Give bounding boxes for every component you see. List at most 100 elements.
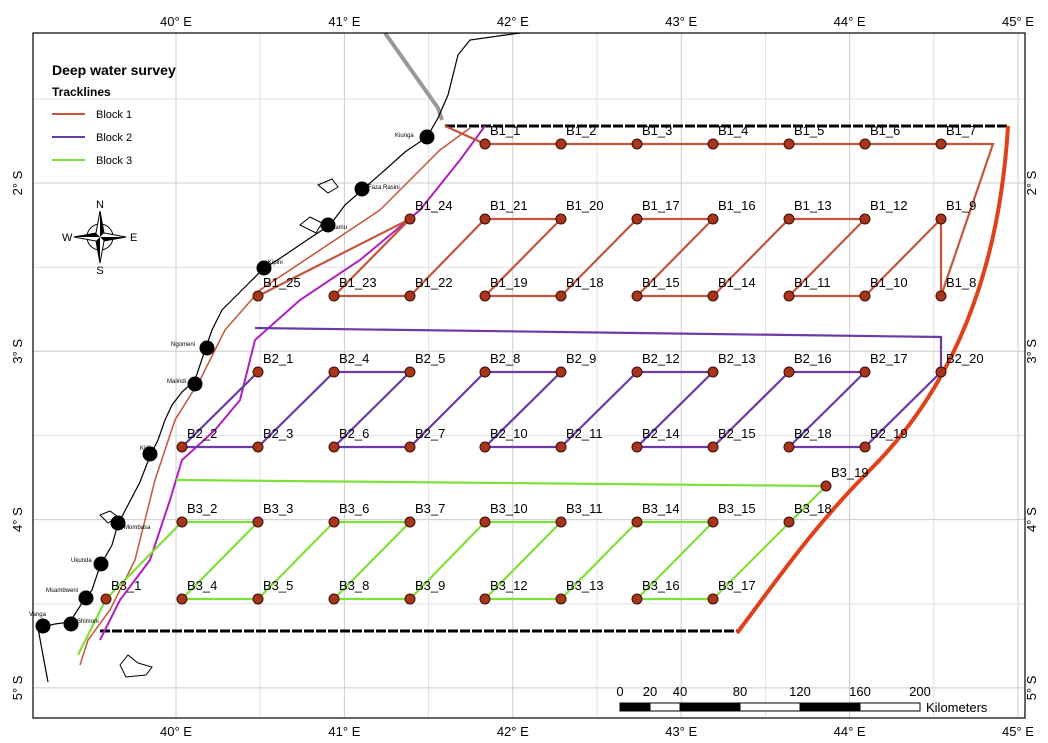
station-label: B3_1 xyxy=(111,578,141,593)
scale-segment xyxy=(859,702,921,712)
town xyxy=(187,376,203,392)
station-label: B3_8 xyxy=(339,578,369,593)
station-label: B1_21 xyxy=(490,198,528,213)
station xyxy=(555,441,567,453)
town-label: Kilifi xyxy=(140,446,151,452)
station-label: B3_3 xyxy=(263,501,293,516)
station xyxy=(555,213,567,225)
station-label: B3_16 xyxy=(642,578,680,593)
station-label: B3_2 xyxy=(187,501,217,516)
lat-label-left: 2° S xyxy=(10,170,25,195)
station-label: B1_1 xyxy=(490,123,520,138)
station-label: B2_10 xyxy=(490,426,528,441)
trackline xyxy=(179,326,943,449)
town xyxy=(35,618,51,634)
station xyxy=(176,593,188,605)
town-label: Kipini xyxy=(268,260,283,266)
station xyxy=(707,138,719,150)
station xyxy=(859,290,871,302)
axis-labels: 40° E 40° E 41° E 41° E 42° E 42° E 43° E 43° E… xyxy=(10,14,1039,739)
station-label: B1_16 xyxy=(718,198,756,213)
compass-star-w xyxy=(74,233,100,237)
compass-s: S xyxy=(96,265,103,277)
station xyxy=(555,138,567,150)
station xyxy=(404,290,416,302)
station-label: B2_19 xyxy=(870,426,908,441)
station-label: B2_9 xyxy=(566,351,596,366)
lon-label-bottom: 40° E xyxy=(160,724,192,739)
station xyxy=(479,213,491,225)
lon-label-bottom: 44° E xyxy=(834,724,866,739)
station xyxy=(252,441,264,453)
station xyxy=(479,366,491,378)
legend-title: Tracklines xyxy=(52,85,111,99)
station-label: B3_17 xyxy=(718,578,756,593)
lon-label-top: 41° E xyxy=(328,14,360,29)
station-label: B3_14 xyxy=(642,501,680,516)
station-label: B1_14 xyxy=(718,275,756,290)
station xyxy=(404,516,416,528)
scale-segment xyxy=(739,702,801,712)
station-label: B3_19 xyxy=(831,465,869,480)
station xyxy=(820,480,832,492)
compass-w: W xyxy=(62,232,73,244)
station xyxy=(631,441,643,453)
station xyxy=(859,138,871,150)
scale-segment xyxy=(679,702,741,712)
station xyxy=(631,138,643,150)
map-title: Deep water survey xyxy=(52,62,176,78)
town xyxy=(199,340,215,356)
station xyxy=(935,138,947,150)
lat-label-right: 3° S xyxy=(1024,339,1039,364)
scale-label: 120 xyxy=(789,684,811,699)
town xyxy=(354,181,370,197)
station xyxy=(631,366,643,378)
graticule xyxy=(33,33,1025,718)
compass-star-n xyxy=(100,211,104,237)
station-label: B2_11 xyxy=(566,426,603,441)
lon-label-bottom: 45° E xyxy=(1002,724,1034,739)
station-label: B1_6 xyxy=(870,123,900,138)
station xyxy=(555,366,567,378)
lon-label-bottom: 43° E xyxy=(665,724,697,739)
legend-label: Block 2 xyxy=(96,132,132,144)
scale-unit: Kilometers xyxy=(926,700,988,715)
lon-label-top: 43° E xyxy=(665,14,697,29)
station xyxy=(631,213,643,225)
station-label: B2_4 xyxy=(339,351,369,366)
station-label: B1_7 xyxy=(946,123,976,138)
stations: B1_1 B1_2 B1_3 B1_4 B1_5 B1_6 B1_7 B1_24 B1_21 B1… xyxy=(100,123,984,605)
station xyxy=(252,366,264,378)
town-label: Vanga xyxy=(29,612,47,618)
station xyxy=(631,516,643,528)
station-label: B1_3 xyxy=(642,123,672,138)
station-label: B1_18 xyxy=(566,275,604,290)
station xyxy=(252,290,264,302)
station xyxy=(479,516,491,528)
scale-label: 80 xyxy=(733,684,747,699)
compass-star-e xyxy=(100,237,126,241)
scale-label: 40 xyxy=(673,684,687,699)
station xyxy=(631,593,643,605)
station-label: B2_7 xyxy=(415,426,445,441)
station xyxy=(783,290,795,302)
station-label: B1_25 xyxy=(263,275,301,290)
station-label: B2_20 xyxy=(946,351,984,366)
station xyxy=(479,441,491,453)
survey-boundary-east xyxy=(735,125,1010,635)
station-label: B3_9 xyxy=(415,578,445,593)
station xyxy=(707,593,719,605)
station xyxy=(328,593,340,605)
lat-label-right: 5° S xyxy=(1024,675,1039,700)
map-frame xyxy=(32,32,1026,719)
station xyxy=(252,593,264,605)
station-label: B1_5 xyxy=(794,123,824,138)
scale-segment xyxy=(649,702,681,712)
town-label: Mombasa xyxy=(124,525,151,531)
station-label: B2_13 xyxy=(718,351,756,366)
station-label: B1_15 xyxy=(642,275,680,290)
lon-label-top: 45° E xyxy=(1002,14,1034,29)
compass: N S E W xyxy=(62,199,137,277)
station-label: B2_18 xyxy=(794,426,832,441)
